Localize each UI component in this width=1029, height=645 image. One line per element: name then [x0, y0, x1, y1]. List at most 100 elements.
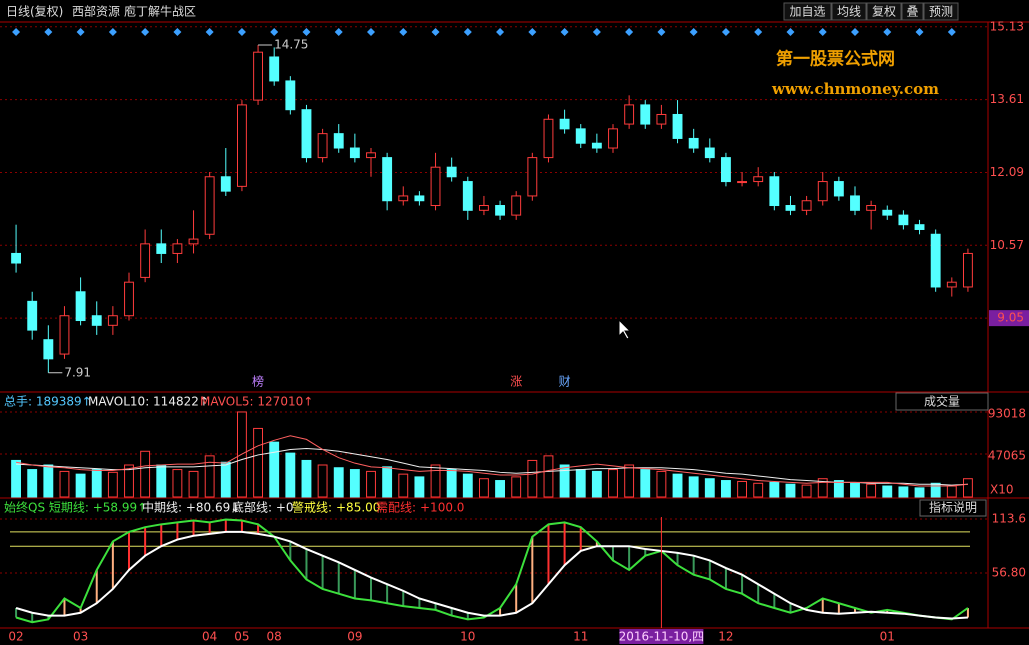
- candle-body: [559, 118, 570, 130]
- mavol10-line: [16, 448, 968, 486]
- signal-diamond: [334, 28, 343, 36]
- mavol5-line: [15, 435, 968, 487]
- volume-bar: [769, 481, 780, 498]
- candle-body: [366, 152, 376, 159]
- toolbar-button[interactable]: [783, 2, 832, 21]
- selector-text[interactable]: 成交量: [924, 394, 960, 409]
- x-tick-label: 03: [73, 630, 88, 644]
- volume-bar: [414, 476, 425, 498]
- volume-bar: [704, 478, 715, 498]
- toolbar-button[interactable]: [866, 2, 902, 21]
- signal-diamond: [818, 28, 827, 36]
- warn-value: +85.00: [336, 501, 380, 515]
- signal-diamond: [915, 28, 924, 36]
- x-tick-label: 04: [202, 630, 217, 644]
- volume-bar: [559, 464, 570, 498]
- volume-bar: [204, 455, 215, 498]
- candle-body: [462, 181, 473, 211]
- volume-bar: [301, 459, 312, 498]
- candle-body: [833, 181, 844, 197]
- volume-bar: [672, 473, 683, 498]
- signal-diamond: [399, 28, 408, 36]
- signal-diamond: [205, 28, 214, 36]
- volume-bar: [624, 464, 635, 498]
- help-button[interactable]: [919, 499, 987, 517]
- candle-body: [204, 176, 215, 235]
- stock-name: 西部资源: [72, 4, 120, 19]
- watermark-name: 第一股票公式网: [776, 49, 895, 70]
- signal-diamond: [367, 28, 375, 36]
- volume-bar: [914, 487, 925, 498]
- x-tick-label: 10: [460, 630, 475, 644]
- signal-diamond: [625, 28, 634, 36]
- toolbar-button-label[interactable]: 加自选: [789, 5, 825, 19]
- y-tick-label: 113.6: [992, 511, 1026, 525]
- bottom-label: 底部线: +0: [232, 500, 294, 515]
- signal-diamond: [657, 28, 666, 36]
- mid-label: 中期线: +80.69↓: [142, 500, 240, 515]
- volume-bar: [462, 473, 473, 498]
- candle-body: [720, 157, 731, 183]
- indicator-selector[interactable]: [895, 392, 989, 411]
- candle-body: [769, 176, 780, 207]
- candle-body: [882, 209, 893, 216]
- signal-diamond: [851, 28, 859, 36]
- candle-body: [946, 281, 957, 288]
- toolbar-button-label[interactable]: 预测: [929, 5, 953, 19]
- candle-body: [688, 137, 699, 149]
- candle-body: [140, 243, 151, 278]
- volume-bar: [962, 478, 973, 498]
- toolbar: [0, 0, 1029, 22]
- mid-line: [15, 530, 968, 620]
- toolbar-button-label[interactable]: 叠: [906, 5, 918, 19]
- volume-bar: [188, 470, 199, 498]
- event-marker: 榜: [252, 374, 264, 389]
- candle-body: [640, 104, 651, 125]
- volume-bar: [91, 469, 102, 498]
- volume-bar: [898, 486, 909, 498]
- toolbar-button[interactable]: [901, 2, 924, 21]
- candle-body: [382, 157, 393, 202]
- signal-diamond: [44, 28, 53, 36]
- help-text[interactable]: 指标说明: [929, 500, 977, 515]
- volume-bar: [817, 478, 828, 498]
- signal-diamond: [528, 28, 537, 36]
- signal-diamond: [689, 28, 698, 36]
- toolbar-button-label[interactable]: 均线: [837, 5, 861, 19]
- volume-bar: [850, 482, 860, 498]
- volume-bar: [720, 480, 731, 498]
- volume-bar: [833, 480, 844, 498]
- volume-bar: [591, 470, 602, 498]
- volume-bar: [640, 469, 651, 498]
- volume-bar: [882, 485, 893, 498]
- candle-body: [188, 238, 199, 245]
- candle-body: [527, 157, 538, 197]
- signal-diamond: [302, 28, 311, 36]
- candle-body: [398, 195, 409, 202]
- toolbar-button[interactable]: [831, 2, 867, 21]
- candle-body: [753, 176, 764, 183]
- toolbar-button[interactable]: [923, 2, 959, 21]
- candle-body: [172, 243, 183, 254]
- volume-bar: [317, 464, 328, 498]
- volume-bar: [11, 459, 22, 498]
- need-name: 需配线:: [376, 501, 416, 515]
- volume-bar: [930, 482, 941, 498]
- candle-body: [317, 133, 328, 159]
- y-tick-label: 10.57: [990, 238, 1024, 252]
- candle-body: [107, 315, 118, 326]
- signal-diamond: [270, 28, 279, 36]
- signal-diamond: [141, 28, 150, 36]
- candle-body: [220, 176, 231, 192]
- signal-diamond: [237, 28, 246, 36]
- volume-bar: [527, 459, 538, 498]
- candle-body: [495, 205, 506, 216]
- candle-body: [236, 104, 247, 187]
- volume-unit: X10: [990, 483, 1014, 497]
- signal-diamond: [592, 28, 601, 36]
- candle-body: [430, 166, 441, 207]
- toolbar-button-label[interactable]: 复权: [872, 5, 896, 19]
- mavol5-label: MAVOL5: 127010↑: [200, 395, 313, 409]
